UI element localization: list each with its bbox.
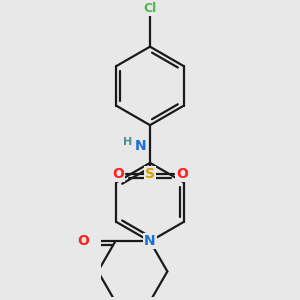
Text: O: O — [112, 167, 124, 181]
Text: H: H — [123, 137, 132, 147]
Text: O: O — [77, 234, 89, 248]
Text: S: S — [145, 167, 155, 181]
Text: N: N — [144, 234, 156, 248]
Text: Cl: Cl — [143, 2, 157, 15]
Text: N: N — [134, 139, 146, 153]
Text: O: O — [176, 167, 188, 181]
